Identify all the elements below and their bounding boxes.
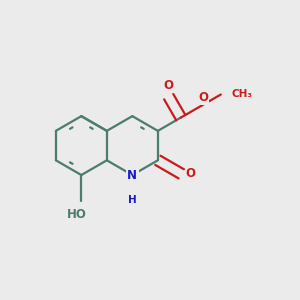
Text: H: H — [128, 195, 137, 205]
Text: CH₃: CH₃ — [231, 89, 252, 100]
Text: O: O — [164, 79, 174, 92]
Text: N: N — [127, 169, 137, 182]
Text: O: O — [198, 91, 208, 104]
Text: O: O — [186, 167, 196, 180]
Text: HO: HO — [67, 208, 87, 221]
